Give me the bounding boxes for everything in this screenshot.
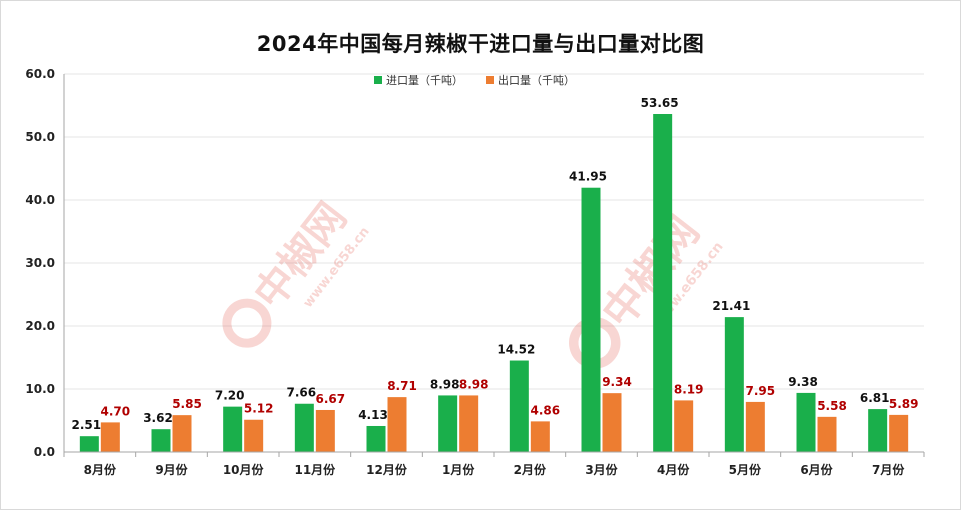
legend-import-swatch bbox=[374, 76, 382, 84]
export-bar bbox=[674, 400, 694, 452]
import-value-label: 53.65 bbox=[641, 96, 679, 110]
x-tick-label: 7月份 bbox=[872, 462, 905, 477]
import-bar bbox=[294, 403, 314, 452]
y-tick-label: 10.0 bbox=[25, 382, 55, 396]
export-bar bbox=[602, 393, 622, 452]
import-bar bbox=[223, 406, 243, 452]
x-tick-label: 1月份 bbox=[442, 462, 475, 477]
import-bar bbox=[366, 425, 386, 452]
x-tick-label: 6月份 bbox=[800, 462, 833, 477]
legend-import-label: 进口量（千吨） bbox=[386, 74, 463, 87]
import-bar bbox=[581, 187, 601, 452]
x-tick-label: 2月份 bbox=[514, 462, 547, 477]
y-tick-label: 60.0 bbox=[25, 67, 55, 81]
export-value-label: 5.89 bbox=[889, 397, 919, 411]
x-tick-label: 11月份 bbox=[294, 462, 336, 477]
y-tick-label: 20.0 bbox=[25, 319, 55, 333]
import-value-label: 9.38 bbox=[788, 375, 818, 389]
y-tick-label: 40.0 bbox=[25, 193, 55, 207]
import-value-label: 6.81 bbox=[860, 391, 890, 405]
export-bar bbox=[315, 409, 335, 452]
legend-export-swatch bbox=[486, 76, 494, 84]
import-value-label: 7.20 bbox=[215, 389, 245, 403]
import-value-label: 14.52 bbox=[497, 343, 535, 357]
import-value-label: 41.95 bbox=[569, 170, 607, 184]
export-bar bbox=[387, 397, 407, 452]
export-value-label: 7.95 bbox=[746, 384, 776, 398]
data-labels: 2.51 3.62 7.20 7.66 4.13 8.98 14.52 41.95 53.65 2… bbox=[72, 96, 919, 432]
import-bar bbox=[653, 114, 673, 452]
x-tick-label: 12月份 bbox=[366, 462, 408, 477]
x-tick-label: 9月份 bbox=[155, 462, 188, 477]
legend: 进口量（千吨） 出口量（千吨） bbox=[374, 73, 575, 87]
export-value-label: 5.58 bbox=[817, 399, 847, 413]
import-bar bbox=[796, 392, 816, 452]
export-bar bbox=[745, 401, 765, 452]
import-value-label: 21.41 bbox=[712, 299, 750, 313]
import-value-label: 7.66 bbox=[287, 386, 317, 400]
axes: 0.0 10.0 20.0 30.0 40.0 50.0 60.0 8月份 9月份 10月份 11月… bbox=[25, 67, 925, 477]
export-value-label: 8.19 bbox=[674, 382, 704, 396]
gridlines bbox=[64, 73, 924, 390]
chart-title: 2024年中国每月辣椒干进口量与出口量对比图 bbox=[256, 32, 705, 56]
import-value-label: 3.62 bbox=[143, 411, 173, 425]
y-tick-label: 0.0 bbox=[34, 445, 55, 459]
import-value-label: 8.98 bbox=[430, 377, 460, 391]
export-bar bbox=[244, 419, 264, 452]
export-value-label: 6.67 bbox=[316, 392, 346, 406]
export-value-label: 4.86 bbox=[531, 403, 561, 417]
x-tick-label: 4月份 bbox=[657, 462, 690, 477]
export-bar bbox=[889, 414, 909, 452]
export-value-label: 5.85 bbox=[172, 397, 202, 411]
y-tick-label: 30.0 bbox=[25, 256, 55, 270]
export-bar bbox=[100, 422, 120, 452]
import-value-label: 2.51 bbox=[72, 418, 102, 432]
export-bar bbox=[530, 421, 550, 452]
export-value-label: 8.71 bbox=[387, 379, 417, 393]
import-bar bbox=[79, 436, 99, 452]
import-bar bbox=[438, 395, 458, 452]
x-tick-label: 10月份 bbox=[223, 462, 265, 477]
x-tick-label: 3月份 bbox=[585, 462, 618, 477]
y-tick-label: 50.0 bbox=[25, 130, 55, 144]
export-value-label: 4.70 bbox=[101, 404, 131, 418]
export-value-label: 9.34 bbox=[602, 375, 632, 389]
import-bar bbox=[151, 429, 171, 452]
import-bar bbox=[509, 360, 529, 452]
bars bbox=[79, 114, 909, 452]
import-value-label: 4.13 bbox=[358, 408, 388, 422]
import-bar bbox=[724, 317, 744, 452]
export-bar bbox=[459, 395, 479, 452]
import-bar bbox=[868, 409, 888, 452]
export-value-label: 8.98 bbox=[459, 377, 489, 391]
watermark-e-icon bbox=[222, 298, 272, 348]
export-value-label: 5.12 bbox=[244, 402, 274, 416]
export-bar bbox=[172, 415, 192, 452]
x-tick-label: 8月份 bbox=[84, 462, 117, 477]
x-tick-label: 5月份 bbox=[729, 462, 762, 477]
legend-export-label: 出口量（千吨） bbox=[498, 73, 575, 87]
export-bar bbox=[817, 416, 837, 452]
